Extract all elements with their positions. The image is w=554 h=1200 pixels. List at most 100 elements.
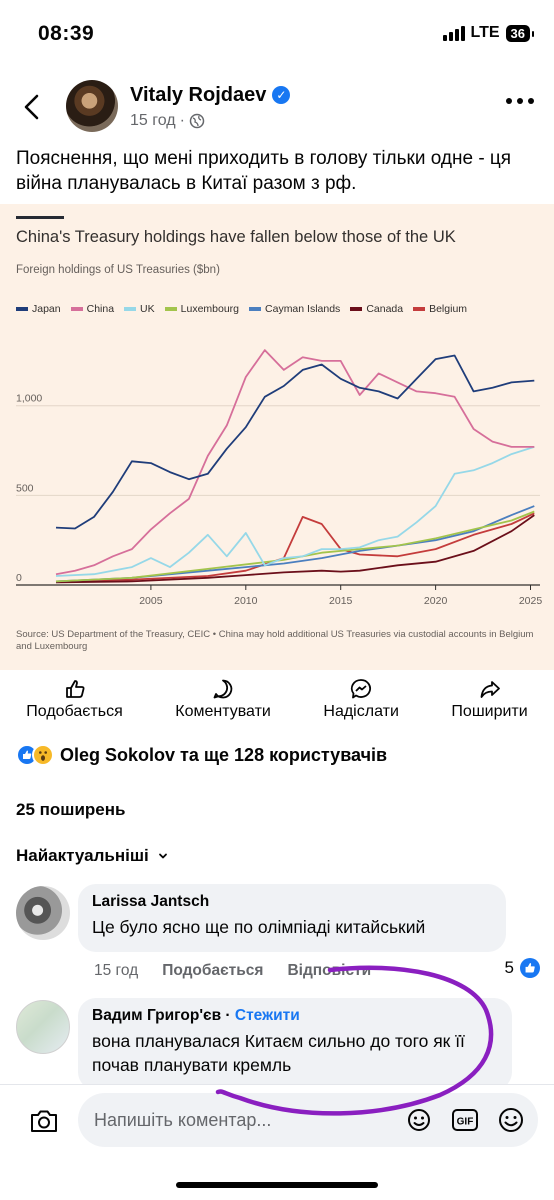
share-label: Поширити bbox=[451, 703, 528, 720]
legend-swatch bbox=[164, 307, 177, 311]
more-options-icon[interactable] bbox=[506, 98, 534, 104]
wow-reaction-icon bbox=[32, 744, 54, 766]
comment-composer: GIF bbox=[0, 1084, 554, 1156]
x-tick-label: 2015 bbox=[329, 595, 353, 607]
reactions-text: Oleg Sokolov та ще 128 користувачів bbox=[60, 744, 388, 765]
comment-footer: 15 год Подобається Відповісти bbox=[94, 962, 371, 980]
chart-subtitle: Foreign holdings of US Treasuries ($bn) bbox=[16, 264, 220, 276]
comment-text: Це було ясно ще по олімпіаді китайський bbox=[92, 917, 426, 937]
chart-image[interactable]: China's Treasury holdings have fallen be… bbox=[0, 204, 554, 670]
post-time[interactable]: 15 год bbox=[130, 112, 176, 129]
commenter-avatar[interactable] bbox=[16, 1000, 70, 1054]
home-indicator bbox=[176, 1182, 378, 1188]
emoji-icon[interactable] bbox=[496, 1105, 526, 1135]
author-name-text[interactable]: Vitaly Rojdaev bbox=[130, 84, 267, 106]
comment-button[interactable]: Коментувати bbox=[175, 678, 271, 728]
comment-like-count[interactable]: 5 bbox=[505, 958, 540, 978]
comment-like-button[interactable]: Подобається bbox=[162, 962, 264, 979]
signal-icon bbox=[442, 25, 465, 41]
gif-icon[interactable]: GIF bbox=[450, 1105, 480, 1135]
legend-item: China bbox=[70, 303, 115, 315]
series-line-china bbox=[55, 349, 535, 576]
post-text: Пояснення, що мені приходить в голову ті… bbox=[16, 148, 512, 194]
follow-button[interactable]: Стежити bbox=[234, 1007, 300, 1024]
sort-label: Найактуальніші bbox=[16, 846, 149, 865]
commenter-name[interactable]: Larissa Jantsch bbox=[92, 893, 210, 910]
back-arrow-icon[interactable] bbox=[18, 92, 48, 122]
legend-swatch bbox=[350, 307, 363, 311]
like-button[interactable]: Подобається bbox=[26, 678, 123, 728]
legend-swatch bbox=[16, 307, 28, 311]
post-meta: 15 год · bbox=[130, 112, 205, 130]
series-line-uk bbox=[55, 446, 535, 577]
legend-item: Canada bbox=[350, 303, 403, 315]
network-label: LTE bbox=[470, 24, 500, 41]
series-line-japan bbox=[55, 354, 535, 530]
legend-label: China bbox=[86, 303, 115, 315]
commenter-name[interactable]: Вадим Григор'єв bbox=[92, 1007, 222, 1024]
post-header: Vitaly Rojdaev ✓ 15 год · bbox=[0, 70, 554, 146]
post-actions: Подобається Коментувати Надіслати Пошири… bbox=[0, 678, 554, 728]
legend-label: Cayman Islands bbox=[265, 303, 341, 315]
author-avatar[interactable] bbox=[66, 80, 118, 132]
share-button[interactable]: Поширити bbox=[451, 678, 528, 728]
comment-bubble[interactable]: Вадим Григор'єв · Стежити вона планувала… bbox=[78, 998, 512, 1090]
like-label: Подобається bbox=[26, 703, 123, 720]
series-line-belgium bbox=[55, 512, 535, 583]
comment-likes-number: 5 bbox=[504, 958, 514, 977]
comment-label: Коментувати bbox=[175, 703, 271, 720]
composer-icons: GIF bbox=[404, 1105, 526, 1135]
legend-label: Japan bbox=[32, 303, 61, 315]
svg-text:GIF: GIF bbox=[457, 1117, 474, 1128]
commenter-avatar[interactable] bbox=[16, 886, 70, 940]
comment-bubble-icon bbox=[213, 679, 233, 699]
status-time: 08:39 bbox=[38, 22, 95, 45]
send-button[interactable]: Надіслати bbox=[323, 678, 399, 728]
y-tick-label: 500 bbox=[16, 482, 34, 494]
commenter-name-row: Вадим Григор'єв · Стежити bbox=[92, 1007, 498, 1025]
chart-plot: 0 500 1,000 2005 2010 2015 2020 2025 bbox=[16, 349, 542, 607]
x-tick-label: 2020 bbox=[424, 595, 448, 607]
chart-legend: Japan China UK Luxembourg Cayman Islands Cana… bbox=[16, 303, 467, 315]
avatar-sticker-icon[interactable] bbox=[404, 1105, 434, 1135]
legend-label: Canada bbox=[366, 303, 404, 315]
shares-count[interactable]: 25 поширень bbox=[16, 800, 126, 819]
legend-label: Belgium bbox=[429, 303, 468, 315]
legend-item: Cayman Islands bbox=[249, 303, 340, 315]
legend-label: Luxembourg bbox=[180, 303, 240, 315]
comment-text: вона планувалася Китаєм сильно до того я… bbox=[92, 1031, 465, 1075]
status-indicators: LTE 36 bbox=[442, 24, 535, 42]
series-line-canada bbox=[55, 514, 535, 584]
chart-top-rule bbox=[16, 216, 64, 219]
meta-separator: · bbox=[179, 112, 185, 129]
comment-time: 15 год bbox=[94, 962, 139, 979]
legend-label: UK bbox=[140, 303, 155, 315]
series-line-cayman-islands bbox=[55, 505, 535, 583]
battery-icon: 36 bbox=[505, 24, 535, 42]
comment-reply-button[interactable]: Відповісти bbox=[287, 962, 372, 979]
legend-item: Belgium bbox=[413, 303, 467, 315]
comment-bubble[interactable]: Larissa Jantsch Це було ясно ще по олімп… bbox=[78, 884, 506, 952]
legend-item: Luxembourg bbox=[164, 303, 240, 315]
x-tick-label: 2010 bbox=[234, 595, 258, 607]
chart-source: Source: US Department of the Treasury, C… bbox=[16, 629, 534, 652]
sort-dropdown[interactable]: Найактуальніші bbox=[16, 846, 169, 866]
reactions-summary[interactable]: Oleg Sokolov та ще 128 користувачів bbox=[16, 744, 387, 766]
camera-icon[interactable] bbox=[28, 1105, 60, 1137]
y-tick-label: 1,000 bbox=[16, 393, 42, 405]
chevron-down-icon bbox=[158, 853, 167, 859]
legend-swatch bbox=[249, 307, 262, 311]
messenger-icon bbox=[351, 679, 372, 699]
y-tick-label: 0 bbox=[16, 572, 22, 584]
share-arrow-icon bbox=[480, 681, 500, 698]
series-line-luxembourg bbox=[55, 510, 535, 583]
thumbs-up-icon bbox=[65, 680, 84, 698]
name-separator: · bbox=[225, 1007, 235, 1024]
author-name[interactable]: Vitaly Rojdaev ✓ bbox=[130, 84, 291, 107]
legend-swatch bbox=[70, 307, 83, 311]
verified-badge-icon: ✓ bbox=[272, 86, 291, 104]
legend-swatch bbox=[124, 307, 137, 311]
legend-item: UK bbox=[124, 303, 155, 315]
globe-icon bbox=[189, 113, 205, 129]
like-reaction-icon bbox=[520, 958, 540, 978]
